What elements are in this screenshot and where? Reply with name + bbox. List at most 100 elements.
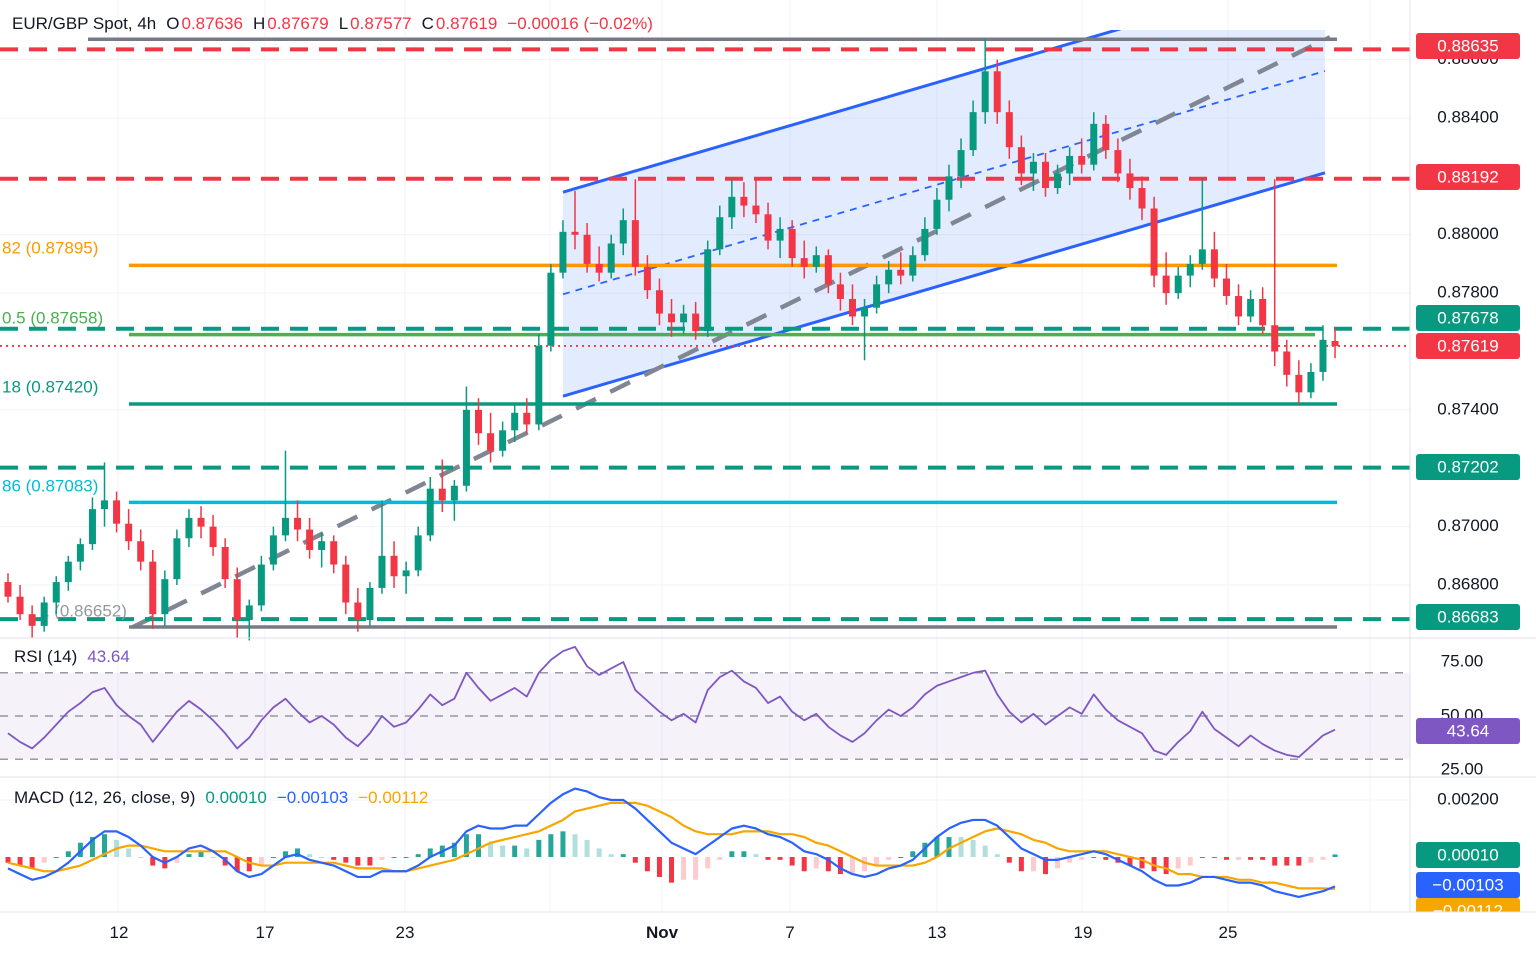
axis-badge	[1416, 33, 1520, 59]
candle-body	[294, 517, 302, 530]
candle-body	[957, 150, 965, 177]
candle-body	[245, 605, 253, 621]
candle-body	[752, 205, 760, 215]
svg-text:−0.00103: −0.00103	[1432, 875, 1503, 894]
candle-body	[438, 488, 446, 501]
time-axis[interactable]: 12 17 23 Nov 7 13 19 25	[0, 911, 1536, 953]
axis-badge	[1416, 333, 1520, 359]
candle-body	[64, 561, 72, 583]
svg-text:0.87678: 0.87678	[1437, 308, 1498, 327]
candle-body	[378, 555, 386, 588]
candle-body	[173, 538, 181, 580]
candle-body	[909, 255, 917, 276]
candle-body	[559, 231, 567, 273]
candle-body	[40, 602, 48, 626]
candle-body	[1042, 161, 1050, 189]
candle-body	[209, 526, 217, 548]
candle-body	[1090, 123, 1098, 165]
time-tick-label: 17	[256, 923, 275, 942]
axis-badge	[1416, 842, 1520, 868]
candle-body	[1271, 325, 1279, 352]
candle-body	[812, 255, 820, 267]
candle-body	[680, 313, 688, 323]
candle-body	[981, 71, 989, 113]
candle-body	[873, 284, 881, 308]
candle-body	[4, 582, 12, 597]
candle-body	[547, 272, 555, 346]
candle-body	[861, 307, 869, 317]
candle-body	[1066, 155, 1074, 174]
candle-body	[474, 409, 482, 434]
candle-body	[1186, 263, 1194, 276]
macd-line	[7, 787, 1336, 899]
candle-body	[1126, 173, 1134, 189]
candle-body	[462, 409, 470, 486]
rsi-band	[0, 672, 1410, 760]
candle-body	[390, 555, 398, 577]
candle-body	[149, 561, 157, 615]
svg-text:0.87202: 0.87202	[1437, 457, 1498, 476]
ohlc-close: C 0.87619	[421, 14, 498, 33]
candle-body	[330, 541, 338, 565]
candle-body	[607, 243, 615, 273]
candle-body	[800, 258, 808, 267]
candle-body	[52, 582, 60, 603]
rsi-tick-label: 75.00	[1441, 651, 1484, 670]
price-tick-label: 0.88000	[1437, 224, 1498, 243]
candle-body	[450, 485, 458, 501]
axis-badge	[1416, 454, 1520, 480]
candle-body	[1307, 371, 1315, 393]
candle-body	[571, 231, 579, 235]
ohlc-low: L 0.87577	[338, 14, 412, 33]
svg-text:0.88635: 0.88635	[1437, 36, 1498, 55]
rsi-title[interactable]: RSI (14)	[14, 647, 78, 666]
candle-body	[221, 547, 229, 580]
candle-body	[342, 564, 350, 603]
candle-body	[366, 587, 374, 621]
price-axis[interactable]: 0.886000.884000.880000.878000.874000.870…	[1437, 49, 1498, 808]
candle-body	[161, 579, 169, 615]
rsi-value: 43.64	[87, 647, 130, 666]
candle-body	[1162, 275, 1170, 294]
candle-body	[848, 298, 856, 317]
trendline[interactable]	[132, 35, 1331, 630]
candle-body	[88, 509, 96, 545]
symbol-title[interactable]: EUR/GBP Spot, 4h	[12, 14, 157, 33]
candle-body	[1005, 112, 1013, 148]
macd-line-value: −0.00103	[276, 788, 349, 807]
candle-body	[740, 196, 748, 206]
candle-body	[945, 176, 953, 200]
candle-body	[836, 284, 844, 299]
candle-body	[426, 488, 434, 536]
candle-body	[269, 535, 277, 565]
level-label: 1 (0.86652)	[40, 601, 127, 620]
candle-body	[1174, 275, 1182, 294]
time-tick-label: 25	[1219, 923, 1238, 942]
candle-body	[257, 564, 265, 606]
candle-body	[1210, 249, 1218, 279]
ascending-channel[interactable]	[562, 0, 1326, 398]
rsi-legend: RSI (14) 43.64	[14, 647, 130, 667]
candle-body	[1235, 296, 1243, 317]
candle-body	[631, 220, 639, 267]
candle-body	[619, 220, 627, 244]
candle-body	[16, 596, 24, 615]
time-tick-label: 19	[1074, 923, 1093, 942]
candle-body	[897, 269, 905, 276]
macd-signal-value: −0.00112	[358, 788, 429, 807]
candle-body	[511, 412, 519, 431]
candle-body	[1029, 161, 1037, 174]
candle-body	[1198, 249, 1206, 264]
macd-title[interactable]: MACD (12, 26, close, 9)	[14, 788, 196, 807]
candle-body	[643, 266, 651, 291]
price-tick-label: 0.87000	[1437, 516, 1498, 535]
time-tick-label: 7	[785, 923, 794, 942]
candle-body	[185, 517, 193, 539]
macd-tick-label: 0.00200	[1437, 789, 1498, 808]
price-tick-label: 0.87400	[1437, 399, 1498, 418]
candle-body	[788, 228, 796, 259]
time-tick-label: 13	[928, 923, 947, 942]
svg-text:0.86683: 0.86683	[1437, 607, 1498, 626]
svg-text:43.64: 43.64	[1447, 721, 1490, 740]
